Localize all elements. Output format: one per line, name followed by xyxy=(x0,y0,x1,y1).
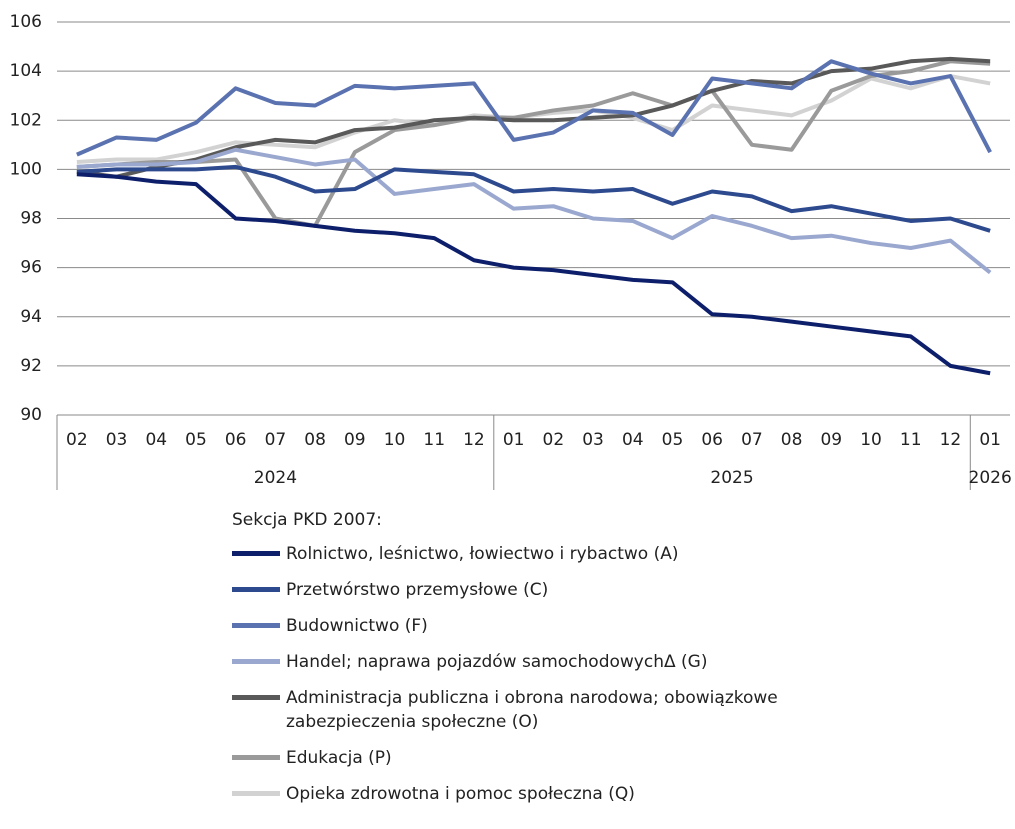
legend-label: Budownictwo (F) xyxy=(286,616,428,636)
series-line xyxy=(76,59,992,157)
legend-swatch xyxy=(232,791,280,796)
legend-title: Sekcja PKD 2007: xyxy=(232,510,382,530)
legend-item: Budownictwo (F) xyxy=(232,614,856,638)
x-tick-label: 01 xyxy=(503,430,525,450)
legend-swatch xyxy=(232,587,280,592)
series-line xyxy=(76,147,992,275)
y-tick-label: 96 xyxy=(20,258,42,278)
x-tick-label: 06 xyxy=(225,430,247,450)
x-tick-label: 12 xyxy=(940,430,962,450)
x-tick-label: 07 xyxy=(265,430,287,450)
x-tick-label: 10 xyxy=(860,430,882,450)
x-tick-label: 11 xyxy=(423,430,445,450)
y-tick-label: 102 xyxy=(10,110,42,130)
legend-swatch xyxy=(232,755,280,760)
y-tick-label: 100 xyxy=(10,159,42,179)
series-line xyxy=(76,164,991,233)
x-tick-label: 12 xyxy=(463,430,485,450)
legend: Sekcja PKD 2007: Rolnictwo, leśnictwo, ł… xyxy=(232,510,856,818)
x-tick-label: 09 xyxy=(344,430,366,450)
legend-swatch xyxy=(232,695,280,700)
x-tick-label: 04 xyxy=(622,430,644,450)
x-tick-label: 06 xyxy=(701,430,723,450)
x-tick-label: 10 xyxy=(384,430,406,450)
x-tick-label: 01 xyxy=(979,430,1001,450)
year-label: 2025 xyxy=(710,468,753,488)
x-tick-label: 11 xyxy=(900,430,922,450)
legend-swatch xyxy=(232,659,280,664)
legend-item: Edukacja (P) xyxy=(232,746,856,770)
legend-label: Rolnictwo, leśnictwo, łowiectwo i rybact… xyxy=(286,544,679,564)
legend-item: Przetwórstwo przemysłowe (C) xyxy=(232,578,856,602)
legend-item: Opieka zdrowotna i pomoc społeczna (Q) xyxy=(232,782,856,806)
x-tick-label: 09 xyxy=(820,430,842,450)
legend-label: Przetwórstwo przemysłowe (C) xyxy=(286,580,549,600)
x-tick-label: 02 xyxy=(543,430,565,450)
y-tick-label: 98 xyxy=(20,209,42,229)
legend-swatch xyxy=(232,623,280,628)
y-tick-label: 106 xyxy=(10,12,42,32)
y-tick-label: 92 xyxy=(20,356,42,376)
x-tick-label: 05 xyxy=(662,430,684,450)
y-tick-label: 104 xyxy=(10,61,42,81)
legend-label: Opieka zdrowotna i pomoc społeczna (Q) xyxy=(286,784,635,804)
y-tick-label: 90 xyxy=(20,405,42,425)
legend-label: Administracja publiczna i obrona narodow… xyxy=(286,688,778,732)
series-line xyxy=(76,56,991,179)
x-tick-label: 02 xyxy=(66,430,88,450)
year-label: 2024 xyxy=(254,468,297,488)
legend-item: Handel; naprawa pojazdów samochodowychΔ … xyxy=(232,650,856,674)
x-tick-label: 07 xyxy=(741,430,763,450)
x-tick-label: 08 xyxy=(781,430,803,450)
x-tick-label: 04 xyxy=(145,430,167,450)
x-tick-label: 03 xyxy=(582,430,604,450)
y-tick-label: 94 xyxy=(20,307,42,327)
legend-swatch xyxy=(232,551,280,556)
year-label: 2026 xyxy=(969,468,1012,488)
legend-label: Edukacja (P) xyxy=(286,748,392,768)
series-line xyxy=(76,59,991,228)
legend-label: Handel; naprawa pojazdów samochodowychΔ … xyxy=(286,652,708,672)
x-tick-label: 03 xyxy=(106,430,128,450)
x-tick-label: 05 xyxy=(185,430,207,450)
legend-item: Administracja publiczna i obrona narodow… xyxy=(232,686,856,734)
series-line xyxy=(76,172,991,376)
x-tick-label: 08 xyxy=(304,430,326,450)
legend-item: Rolnictwo, leśnictwo, łowiectwo i rybact… xyxy=(232,542,856,566)
